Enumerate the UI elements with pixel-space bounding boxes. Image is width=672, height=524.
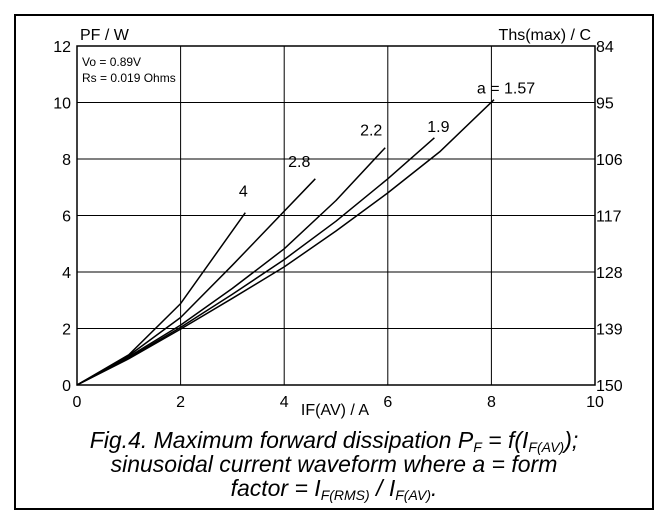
caption-text: ); xyxy=(564,427,579,453)
caption-text: factor = I xyxy=(230,475,321,501)
series-line xyxy=(76,212,246,386)
caption-text: sinusoidal current waveform where a = fo… xyxy=(110,451,558,477)
series-lines: 4 2.8 2.2 1.9 a = 1.57 xyxy=(76,81,535,386)
series-label: 1.9 xyxy=(427,119,449,136)
caption-line-1: Fig.4. Maximum forward dissipation PF = … xyxy=(14,427,654,455)
series-label: 2.8 xyxy=(288,154,310,171)
caption-subscript: F(AV) xyxy=(395,487,432,503)
note-vo: Vo = 0.89V xyxy=(82,55,141,69)
note-rs: Rs = 0.019 Ohms xyxy=(82,71,176,85)
x-tick-label: 6 xyxy=(383,394,392,411)
caption-subscript: F(AV) xyxy=(528,439,565,455)
caption-text: Fig.4. Maximum forward dissipation P xyxy=(89,427,474,453)
y-tick-label: 2 xyxy=(62,322,71,339)
y-tick-label: 8 xyxy=(62,152,71,169)
dissipation-chart: 0 2 4 6 8 10 0 150 2 139 4 128 6 117 8 106 10 95 12 84 4 2.8… xyxy=(53,27,623,419)
y2-tick-label: 117 xyxy=(596,209,622,226)
y2-tick-label: 84 xyxy=(596,39,614,56)
y2-tick-label: 150 xyxy=(596,378,623,395)
x-axis-title: IF(AV) / A xyxy=(301,402,369,419)
y-tick-label: 4 xyxy=(62,265,71,282)
y-tick-label: 10 xyxy=(53,96,71,113)
caption-line-3: factor = IF(RMS) / IF(AV). xyxy=(14,475,654,503)
caption-subscript: F(RMS) xyxy=(320,487,370,503)
caption-text: . xyxy=(431,475,438,501)
series-label: a = 1.57 xyxy=(477,81,535,98)
y-axis-title: PF / W xyxy=(80,27,130,44)
y2-axis-title: Ths(max) / C xyxy=(499,27,591,44)
y2-tick-label: 95 xyxy=(596,96,614,113)
series-label: 4 xyxy=(239,184,248,201)
y-tick-label: 0 xyxy=(62,378,71,395)
x-tick-label: 2 xyxy=(176,394,185,411)
axis-ticks: 0 2 4 6 8 10 0 150 2 139 4 128 6 117 8 106 10 95 12 84 xyxy=(53,39,623,411)
plot-area-border xyxy=(76,45,596,386)
caption-text: = f(I xyxy=(481,427,529,453)
series-line xyxy=(76,137,435,386)
series-line xyxy=(76,99,495,386)
figure-frame xyxy=(14,14,654,510)
figure-caption: Fig.4. Maximum forward dissipation PF = … xyxy=(14,427,654,503)
caption-text: / I xyxy=(369,475,396,501)
x-tick-label: 0 xyxy=(73,394,82,411)
series-line xyxy=(76,147,386,386)
x-tick-label: 8 xyxy=(487,394,496,411)
caption-subscript: F xyxy=(473,439,482,455)
series-label: 2.2 xyxy=(360,123,382,140)
y-tick-label: 12 xyxy=(53,39,71,56)
x-tick-label: 10 xyxy=(586,394,604,411)
y-tick-label: 6 xyxy=(62,209,71,226)
y2-tick-label: 139 xyxy=(596,322,623,339)
x-tick-label: 4 xyxy=(280,394,289,411)
y2-tick-label: 128 xyxy=(596,265,623,282)
y2-tick-label: 106 xyxy=(596,152,623,169)
caption-line-2: sinusoidal current waveform where a = fo… xyxy=(14,452,654,476)
